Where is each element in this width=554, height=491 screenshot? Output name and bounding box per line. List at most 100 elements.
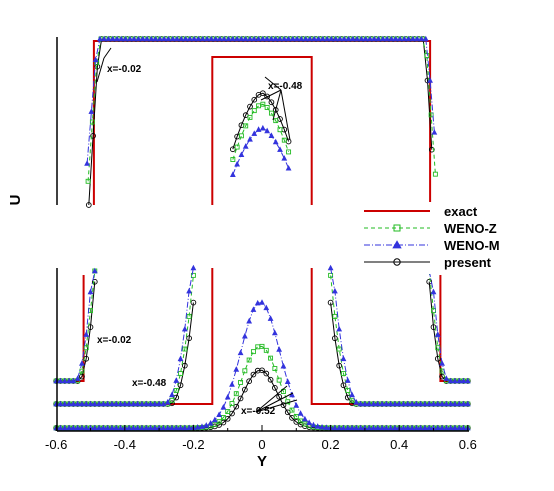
lower-x048-left-wenoM-marker-22: [147, 400, 154, 407]
lower-x052-wenoM-marker-56: [293, 402, 300, 408]
upper-peak-wenoZ-marker-9: [268, 110, 274, 116]
lower-x002-right-wenoZ-marker-1: [431, 308, 436, 314]
lower-x048-left-wenoZ-marker-27: [169, 397, 175, 403]
upper-wide-wenoM-marker-45: [277, 35, 283, 42]
upper-wide-wenoM-marker-27: [199, 35, 206, 42]
upper-wide-wenoM-marker-3: [97, 35, 103, 42]
lower-x052-wenoM-marker-70: [353, 424, 360, 431]
upper-peak-wenoM-marker-1: [234, 160, 241, 167]
lower-x048-right-wenoM-marker-13: [383, 400, 390, 407]
upper-wide-wenoM-marker-10: [127, 35, 133, 42]
lower-x002-left-present-marker-9: [91, 278, 98, 285]
x-tick-label-2: -0.2: [182, 437, 204, 452]
lower-x052-wenoZ-marker-55: [289, 407, 295, 413]
lower-x048-right-wenoM-marker-11: [374, 400, 381, 407]
lower-x002-left-wenoM-marker-5: [74, 375, 81, 381]
lower-x052-wenoM-marker-20: [139, 424, 145, 431]
lower-x002-right-present-marker-2: [434, 355, 441, 362]
lower-x002-left-wenoM-marker-3: [66, 377, 72, 384]
lower-x048-left-wenoM-marker-12: [104, 400, 111, 407]
upper-wide-wenoM-marker-43: [268, 35, 275, 42]
lower-x048-left-wenoZ-marker-31: [186, 313, 192, 319]
lower-x002-left-wenoZ: [56, 270, 96, 382]
lower-x048-left-wenoZ-marker-28: [173, 388, 179, 393]
upper-wide-wenoM-marker-58: [332, 35, 339, 42]
lower-x052-wenoM-marker-27: [169, 424, 175, 431]
lower-x002-right-wenoZ: [428, 270, 468, 382]
lower-x002-right-wenoM-marker-2: [434, 331, 441, 337]
lower-x052-wenoM-marker-71: [357, 424, 364, 431]
lower-x002-right-wenoM: [428, 270, 468, 382]
lower-x052-wenoM-marker-93: [452, 424, 458, 431]
lower-x052-wenoM-marker-53: [280, 362, 287, 369]
lower-x052-wenoM-marker-76: [379, 424, 385, 431]
upper-peak-wenoM-marker-8: [264, 127, 271, 134]
upper-peak-wenoM-marker-4: [247, 136, 253, 142]
upper-peak-present-marker-10: [272, 106, 279, 113]
annotation-leaders: [96, 47, 298, 413]
lower-x052-wenoZ-marker-46: [250, 349, 256, 355]
lower-x002-left-wenoM-marker-1: [57, 377, 64, 384]
lower-x002-right-present: [428, 281, 468, 382]
lower-x052-wenoZ-marker-43: [238, 379, 244, 385]
lower-x052-wenoM-marker-23: [151, 424, 158, 431]
lower-x048-right-wenoZ: [330, 275, 468, 405]
lower-x052-present-marker-48: [259, 367, 265, 374]
lower-x052-wenoM-marker-65: [331, 424, 338, 431]
lower-x052-wenoM-marker-69: [349, 424, 355, 431]
upper-peak-wenoM-marker-7: [259, 124, 266, 131]
upper-wide-wenoM-marker-42: [264, 35, 271, 42]
upper-wide-wenoZ-marker-80: [428, 112, 434, 118]
lower-x052-wenoM-marker-3: [66, 424, 72, 431]
lower-x052-wenoM-marker-90: [439, 424, 445, 431]
lower-x048-right-wenoM-marker-24: [430, 400, 437, 407]
lower-x052-wenoZ-marker-52: [276, 377, 282, 383]
lower-x052-present: [56, 369, 468, 429]
upper-wide-wenoM-marker-79: [422, 35, 429, 42]
lower-x052-wenoM-marker-19: [134, 424, 141, 431]
lower-x052-wenoM-marker-33: [194, 424, 201, 430]
lower-x052-present-marker-45: [246, 378, 252, 385]
upper-peak-wenoM-marker-2: [238, 151, 245, 158]
lower-x052-wenoZ-marker-42: [233, 391, 239, 397]
lower-x002-left-wenoM-marker-4: [70, 377, 77, 384]
lower-x048-left-wenoM-marker-2: [61, 400, 68, 407]
upper-peak-wenoM-marker-6: [255, 126, 262, 132]
lower-x048-left-wenoM-marker-24: [156, 400, 162, 407]
lower-x048-right-wenoM-marker-19: [409, 400, 415, 407]
legend-weno-m: WENO-M: [444, 238, 500, 253]
upper-peak-wenoZ-marker-1: [234, 144, 240, 150]
lower-x048-left-wenoM-marker-32: [190, 264, 197, 271]
upper-peak-wenoZ-marker-10: [273, 118, 279, 124]
lower-x052-wenoM-marker-44: [241, 332, 248, 339]
lower-x052-wenoM-marker-94: [456, 424, 463, 431]
lower-x052-wenoM-marker-47: [254, 299, 261, 306]
upper-wide-wenoM-marker-57: [328, 35, 335, 42]
lower-x002-left-present: [56, 281, 96, 382]
upper-wide-wenoM-marker-29: [208, 35, 215, 42]
annotation-lower-x052: x=-0.52: [241, 406, 276, 417]
lower-x052-wenoM-marker-86: [422, 424, 428, 431]
lower-x048-right-wenoM-marker-9: [366, 400, 373, 407]
lower-x002-right-wenoM-marker-8: [460, 377, 467, 384]
lower-x052-wenoM-marker-48: [259, 299, 265, 305]
upper-peak-wenoZ-marker-2: [238, 133, 244, 139]
upper-peak-wenoM-marker-0: [229, 171, 236, 177]
lower-x048-left-present-marker-29: [177, 382, 184, 389]
lower-x048-right-wenoM-marker-26: [439, 400, 445, 407]
upper-wide-wenoM-marker-39: [251, 35, 258, 42]
upper-peak-wenoZ-marker-4: [247, 114, 253, 120]
upper-wide-wenoM-marker-60: [341, 35, 348, 42]
lower-x048-right-wenoM-marker-2: [336, 325, 343, 332]
upper-wide-wenoM-marker-15: [148, 35, 155, 42]
upper-wide-wenoM-marker-1: [88, 108, 95, 114]
lower-x052-wenoZ-marker-45: [246, 357, 252, 363]
lower-x048-right-wenoM-marker-28: [447, 400, 454, 407]
upper-peak-wenoZ: [232, 103, 290, 160]
lower-x052-wenoM-marker-41: [229, 381, 235, 387]
legend-weno-z: WENO-Z: [444, 221, 497, 236]
lower-x048-right-present-marker-3: [340, 382, 347, 389]
lower-x002-left-wenoZ-marker-6: [79, 368, 85, 374]
lower-x048-left-wenoM-marker-1: [57, 400, 64, 407]
lower-x048-left-wenoM-marker-27: [169, 391, 175, 398]
